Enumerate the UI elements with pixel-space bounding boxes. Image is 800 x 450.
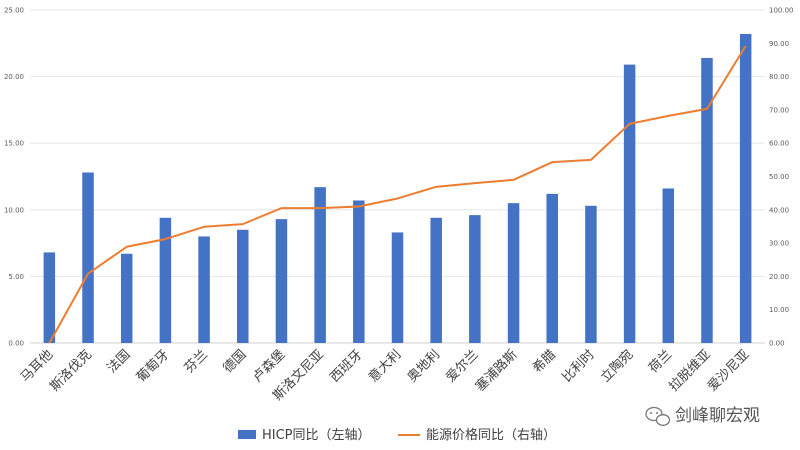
bar	[585, 205, 597, 343]
left-axis-ticks: 0.00 5.00 10.00 15.00 20.00 25.00	[4, 7, 24, 348]
category-label: 荷兰	[646, 347, 675, 376]
legend: HICP同比（左轴） 能源价格同比（右轴）	[238, 427, 556, 443]
left-tick-label: 0.00	[8, 340, 24, 348]
left-tick-label: 20.00	[4, 73, 24, 81]
right-tick-label: 70.00	[769, 106, 789, 114]
category-label: 比利时	[560, 347, 598, 385]
bar	[623, 64, 636, 343]
bar	[120, 253, 133, 343]
right-tick-label: 40.00	[769, 206, 789, 214]
bar	[82, 172, 94, 343]
category-label: 葡萄牙	[134, 347, 172, 385]
bar	[314, 187, 326, 343]
legend-bar-label: HICP同比（左轴）	[262, 428, 371, 443]
right-axis-ticks: 0.00 10.00 20.00 30.00 40.00 50.00 60.00 70.00 8…	[769, 7, 794, 348]
bar	[275, 219, 288, 343]
category-label: 卢森堡	[249, 347, 288, 386]
category-label: 法国	[105, 347, 134, 376]
category-label: 立陶宛	[598, 347, 637, 386]
wechat-icon	[645, 406, 671, 426]
left-tick-label: 25.00	[4, 7, 24, 15]
category-label: 塞浦路斯	[472, 347, 520, 395]
category-label: 意大利	[365, 347, 404, 386]
bar	[430, 217, 442, 343]
bar	[159, 217, 172, 343]
legend-bar-swatch	[238, 430, 256, 439]
energy-price-line	[48, 45, 747, 344]
line-series	[48, 45, 747, 344]
right-tick-label: 10.00	[769, 306, 789, 314]
watermark: 剑峰聊宏观	[645, 406, 760, 426]
gridlines	[30, 9, 765, 344]
legend-line-label: 能源价格同比（右轴）	[426, 427, 556, 443]
category-label: 西班牙	[327, 347, 365, 385]
bar	[507, 203, 520, 343]
right-tick-label: 90.00	[769, 40, 789, 48]
right-tick-label: 100.00	[769, 7, 794, 15]
right-tick-label: 80.00	[769, 73, 789, 81]
right-tick-label: 20.00	[769, 273, 789, 281]
right-tick-label: 50.00	[769, 173, 789, 181]
category-label: 斯洛伐克	[47, 347, 94, 394]
bar	[469, 215, 481, 343]
watermark-text: 剑峰聊宏观	[675, 406, 760, 426]
left-tick-label: 5.00	[8, 273, 24, 281]
right-tick-label: 0.00	[769, 340, 785, 348]
bar	[43, 252, 56, 343]
right-tick-label: 60.00	[769, 140, 789, 148]
category-label: 芬兰	[182, 347, 211, 376]
category-label: 爱沙尼亚	[705, 347, 752, 394]
category-label: 希腊	[530, 347, 559, 376]
left-tick-label: 10.00	[4, 206, 24, 214]
bar	[701, 57, 713, 344]
bar	[739, 33, 752, 343]
bar	[237, 229, 249, 343]
bar	[391, 232, 404, 343]
left-tick-label: 15.00	[4, 140, 24, 148]
right-tick-label: 30.00	[769, 240, 789, 248]
bar	[198, 236, 210, 343]
bar	[546, 193, 558, 343]
bar-series	[43, 33, 752, 344]
bar	[353, 200, 365, 343]
category-label: 德国	[221, 347, 250, 376]
category-label: 奥地利	[405, 347, 443, 385]
bar	[662, 188, 675, 343]
category-label: 拉脱维亚	[666, 347, 713, 394]
